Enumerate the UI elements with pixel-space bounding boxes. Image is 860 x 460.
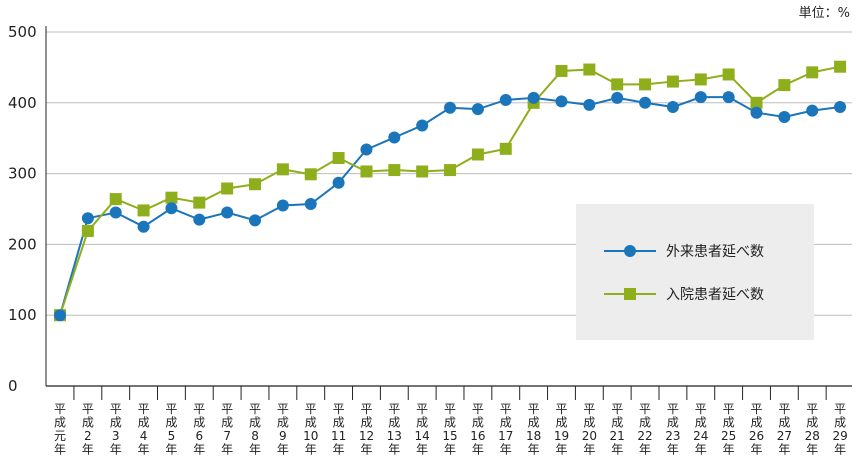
data-point-1: [834, 101, 847, 114]
x-tick-label: 平成 17 年: [498, 402, 513, 457]
data-point-1: [750, 106, 763, 119]
x-tick-label: 平成 4 年: [138, 402, 150, 457]
y-tick-label: 200: [8, 235, 37, 253]
y-tick-label: 100: [8, 306, 37, 324]
x-tick-label: 平成 15 年: [442, 402, 457, 457]
data-point-2: [806, 66, 819, 79]
data-point-2: [221, 182, 234, 195]
x-tick-label: 平成 9 年: [277, 402, 289, 457]
data-point-1: [304, 198, 317, 211]
x-tick-label: 平成 29 年: [832, 402, 847, 457]
x-tick-label: 平成 7 年: [221, 402, 233, 457]
data-point-1: [221, 206, 234, 219]
x-tick-label: 平成 6 年: [193, 402, 205, 457]
data-point-2: [388, 164, 401, 177]
data-point-2: [360, 165, 373, 178]
data-point-1: [611, 91, 624, 104]
x-tick-label: 平成 19 年: [554, 402, 569, 457]
data-point-2: [555, 64, 568, 77]
legend-marker-2: [624, 288, 636, 300]
data-point-1: [722, 91, 735, 104]
data-point-2: [778, 79, 791, 92]
data-point-2: [193, 196, 206, 209]
legend-label-2: 入院患者延べ数: [666, 287, 764, 303]
data-point-1: [806, 104, 819, 117]
data-point-1: [249, 214, 262, 227]
data-point-2: [81, 224, 94, 237]
data-point-2: [722, 68, 735, 81]
x-tick-label: 平成 10 年: [303, 402, 318, 457]
data-point-2: [276, 163, 289, 176]
x-tick-label: 平成 25 年: [721, 402, 736, 457]
x-tick-label: 平成 5 年: [165, 402, 177, 457]
data-point-1: [81, 212, 94, 225]
data-point-1: [444, 101, 457, 114]
data-point-2: [471, 148, 484, 161]
data-point-1: [666, 101, 679, 114]
legend-label-1: 外来患者延べ数: [666, 244, 764, 260]
data-point-1: [527, 91, 540, 104]
data-point-2: [416, 165, 429, 178]
data-point-1: [583, 98, 596, 111]
data-point-2: [499, 142, 512, 155]
legend-box: [576, 204, 814, 340]
y-tick-label: 400: [8, 94, 37, 112]
data-point-2: [639, 78, 652, 91]
unit-label: 単位：%: [798, 6, 850, 21]
data-point-1: [165, 202, 178, 215]
x-tick-label: 平成元年: [54, 402, 66, 457]
x-tick-label: 平成 11 年: [331, 402, 346, 457]
y-tick-label: 300: [8, 165, 37, 183]
data-point-2: [611, 78, 624, 91]
data-point-1: [360, 143, 373, 156]
x-tick-label: 平成 16 年: [470, 402, 485, 457]
data-point-2: [750, 96, 763, 109]
data-point-1: [276, 199, 289, 212]
x-tick-label: 平成 20 年: [582, 402, 597, 457]
x-tick-label: 平成 2 年: [82, 402, 94, 457]
x-tick-label: 平成 3 年: [110, 402, 122, 457]
x-tick-label: 平成 26 年: [749, 402, 764, 457]
data-point-2: [666, 75, 679, 88]
data-point-1: [416, 119, 429, 132]
x-tick-label: 平成 21 年: [610, 402, 625, 457]
data-point-1: [54, 309, 66, 322]
data-point-1: [109, 206, 122, 219]
x-tick-label: 平成 8 年: [249, 402, 261, 457]
x-tick-label: 平成 23 年: [665, 402, 680, 457]
data-point-2: [165, 191, 178, 204]
data-point-1: [471, 103, 484, 116]
y-tick-label: 500: [8, 23, 37, 41]
data-point-2: [694, 73, 707, 86]
data-point-1: [193, 213, 206, 226]
data-point-2: [332, 152, 345, 165]
data-point-2: [109, 193, 122, 206]
x-tick-label: 平成 14 年: [415, 402, 430, 457]
data-point-2: [249, 178, 262, 191]
data-point-1: [499, 93, 512, 106]
y-tick-label: 0: [8, 377, 18, 395]
x-tick-label: 平成 28 年: [805, 402, 820, 457]
x-tick-label: 平成 22 年: [637, 402, 652, 457]
data-point-2: [137, 204, 150, 217]
x-tick-label: 平成 18 年: [526, 402, 541, 457]
data-point-2: [304, 168, 317, 181]
data-point-1: [778, 110, 791, 123]
legend-marker-1: [624, 245, 636, 257]
data-point-1: [388, 131, 401, 144]
x-tick-label: 平成 12 年: [359, 402, 374, 457]
x-tick-label: 平成 13 年: [387, 402, 402, 457]
data-point-2: [444, 164, 457, 177]
data-point-1: [639, 96, 652, 109]
data-point-1: [555, 95, 568, 108]
data-point-2: [583, 63, 596, 76]
x-tick-label: 平成 24 年: [693, 402, 708, 457]
x-tick-label: 平成 27 年: [777, 402, 792, 457]
data-point-1: [694, 91, 707, 104]
data-point-1: [332, 176, 345, 189]
data-point-1: [137, 220, 150, 233]
data-point-2: [834, 60, 847, 73]
